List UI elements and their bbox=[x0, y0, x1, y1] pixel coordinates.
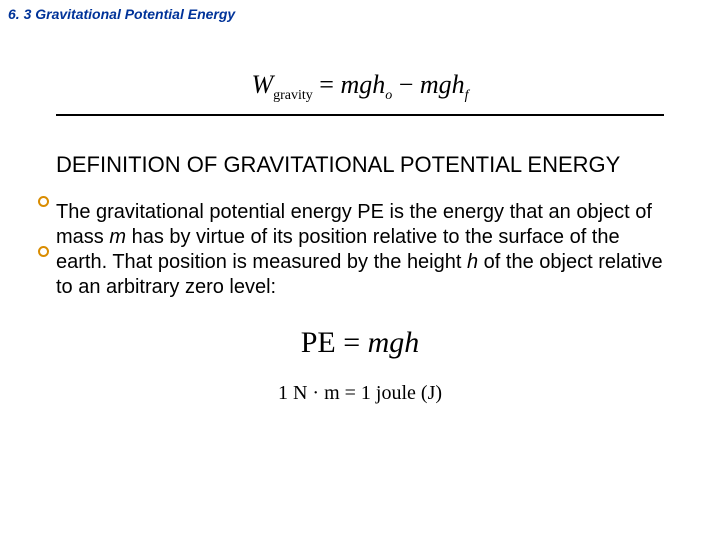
horizontal-rule bbox=[56, 114, 664, 116]
equation-work-gravity: Wgravity = mgho − mghf bbox=[0, 70, 720, 104]
content-area: DEFINITION OF GRAVITATIONAL POTENTIAL EN… bbox=[0, 152, 720, 300]
section-number: 6. 3 bbox=[8, 6, 31, 22]
slide-section-header: 6. 3 Gravitational Potential Energy bbox=[0, 0, 720, 26]
bullet-icon bbox=[38, 246, 49, 257]
definition-paragraph: The gravitational potential energy PE is… bbox=[56, 200, 664, 300]
definition-heading: DEFINITION OF GRAVITATIONAL POTENTIAL EN… bbox=[56, 152, 664, 178]
mass-symbol: m bbox=[109, 226, 126, 248]
height-symbol: h bbox=[467, 251, 478, 273]
equation-unit: 1 N · m = 1 joule (J) bbox=[0, 382, 720, 405]
bullet-icon bbox=[38, 196, 49, 207]
equation-pe: PE = mgh bbox=[0, 326, 720, 360]
section-title: Gravitational Potential Energy bbox=[35, 6, 235, 22]
